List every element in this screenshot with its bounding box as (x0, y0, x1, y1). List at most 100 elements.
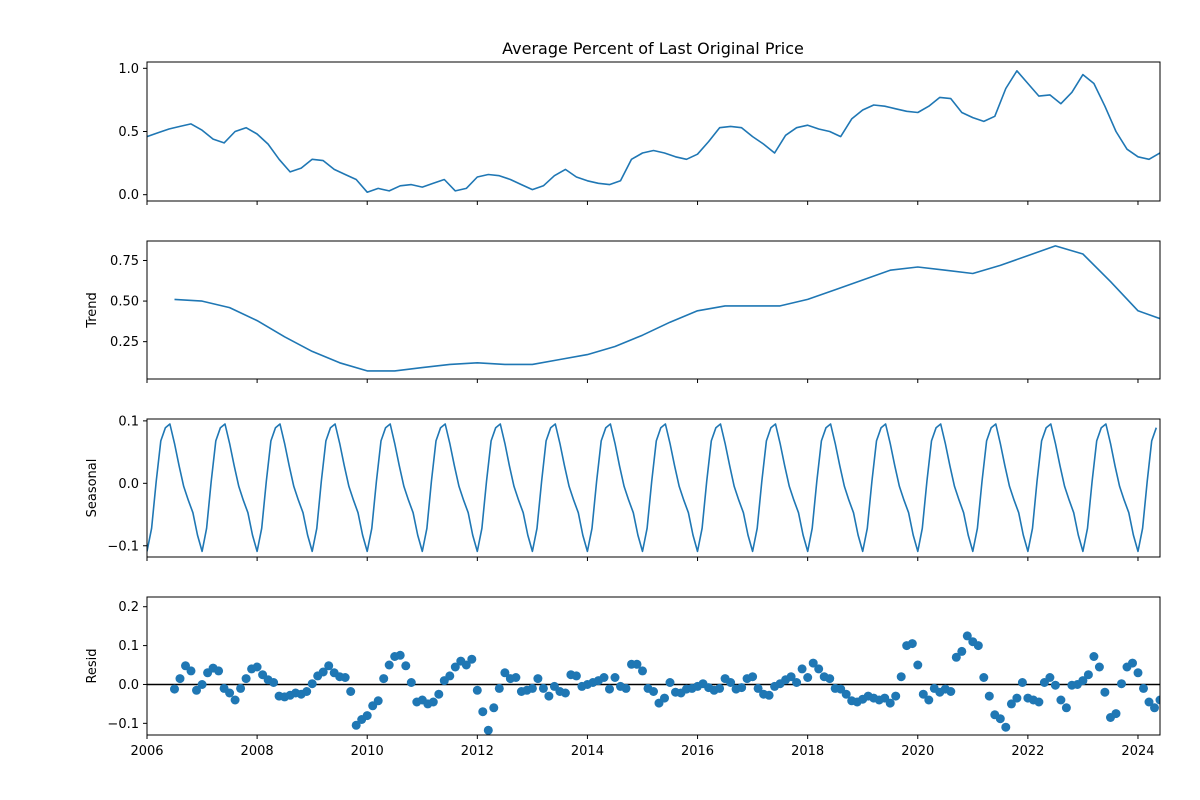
resid-point (1094, 662, 1104, 672)
trend-plot-area (174, 245, 1160, 372)
resid-point (483, 725, 493, 735)
resid-point (1178, 661, 1187, 670)
xtick-label: 2010 (351, 744, 384, 759)
resid-point (599, 673, 609, 682)
resid-point (913, 660, 923, 670)
resid-point (434, 689, 444, 699)
resid-point (610, 673, 620, 682)
seasonal-ylabel: Seasonal (85, 459, 100, 518)
observed-plot-area (147, 70, 1160, 193)
chart-title: Average Percent of Last Original Price (502, 39, 804, 58)
resid-point (803, 673, 813, 682)
xtick-label: 2022 (1011, 744, 1044, 759)
observed-ytick-label: 0.5 (118, 125, 139, 140)
xtick-label: 2018 (791, 744, 824, 759)
resid-point (748, 672, 758, 682)
resid-point (197, 680, 207, 689)
resid-point (401, 661, 411, 671)
xtick-label: 2024 (1121, 744, 1154, 759)
resid-point (346, 687, 356, 696)
resid-point (797, 664, 807, 674)
resid-axes-frame (146, 596, 1161, 736)
seasonal-ytick-label: 0.1 (118, 414, 139, 429)
resid-point (1017, 678, 1027, 687)
resid-point (918, 689, 928, 699)
resid-point (737, 683, 747, 693)
resid-ylabel: Resid (85, 648, 100, 683)
observed-series-line (147, 70, 1160, 193)
resid-point (302, 687, 312, 696)
resid-point (571, 671, 581, 681)
resid-point (395, 650, 405, 660)
trend-ytick-label: 0.75 (110, 254, 139, 269)
resid-point (907, 639, 917, 649)
trend-ytick-label: 0.50 (110, 295, 139, 310)
resid-point (1056, 695, 1066, 705)
resid-point (450, 662, 460, 672)
resid-point (753, 683, 763, 693)
resid-point (384, 660, 394, 670)
resid-point (544, 691, 554, 701)
resid-point (1183, 664, 1192, 673)
resid-point (379, 674, 389, 684)
resid-point (605, 684, 614, 694)
resid-point (1139, 683, 1148, 693)
resid-point (896, 672, 906, 682)
resid-point (1144, 697, 1154, 707)
resid-point (494, 683, 504, 693)
resid-point (511, 673, 521, 682)
resid-point (885, 698, 895, 708)
xtick-label: 2020 (901, 744, 934, 759)
resid-point (995, 714, 1005, 724)
resid-point (269, 678, 279, 687)
resid-point (924, 695, 934, 705)
resid-point (362, 711, 372, 721)
resid-point (962, 631, 972, 641)
resid-point (1155, 695, 1160, 705)
xtick-label: 2006 (130, 744, 163, 759)
resid-point (764, 690, 774, 700)
resid-point (500, 668, 510, 678)
resid-point (252, 662, 262, 672)
resid-point (1150, 703, 1159, 713)
seasonal-series-line (147, 423, 1158, 553)
resid-point (1100, 687, 1110, 697)
resid-point (351, 720, 361, 730)
resid-point (1001, 722, 1011, 732)
resid-point (225, 688, 235, 698)
resid-point (1006, 699, 1016, 709)
resid-point (170, 684, 179, 694)
resid-point (973, 641, 983, 651)
resid-point (340, 673, 350, 682)
xtick-label: 2014 (571, 744, 604, 759)
resid-ytick-label: 0.0 (118, 678, 139, 693)
resid-plot-area (147, 631, 1192, 735)
resid-point (489, 703, 499, 713)
resid-point (1045, 673, 1055, 682)
resid-point (660, 693, 669, 703)
resid-point (324, 661, 334, 671)
resid-point (786, 672, 796, 682)
resid-point (1111, 709, 1121, 719)
resid-point (1133, 668, 1143, 678)
resid-point (445, 671, 455, 681)
resid-point (715, 683, 725, 693)
resid-point (1117, 679, 1126, 689)
resid-point (1161, 688, 1170, 697)
resid-point (792, 678, 802, 687)
resid-point (957, 646, 967, 656)
resid-point (1083, 670, 1093, 680)
trend-ylabel: Trend (85, 292, 100, 329)
resid-point (533, 674, 543, 684)
resid-ytick-label: −0.1 (107, 717, 139, 732)
seasonal-ytick-label: −0.1 (107, 539, 139, 554)
resid-point (307, 679, 317, 689)
resid-point (1061, 703, 1071, 713)
observed-axes-frame (146, 61, 1161, 202)
resid-point (214, 666, 224, 676)
resid-point (946, 687, 956, 696)
resid-point (1128, 658, 1137, 668)
xtick-label: 2016 (681, 744, 714, 759)
resid-point (373, 696, 383, 706)
resid-point (318, 667, 328, 677)
